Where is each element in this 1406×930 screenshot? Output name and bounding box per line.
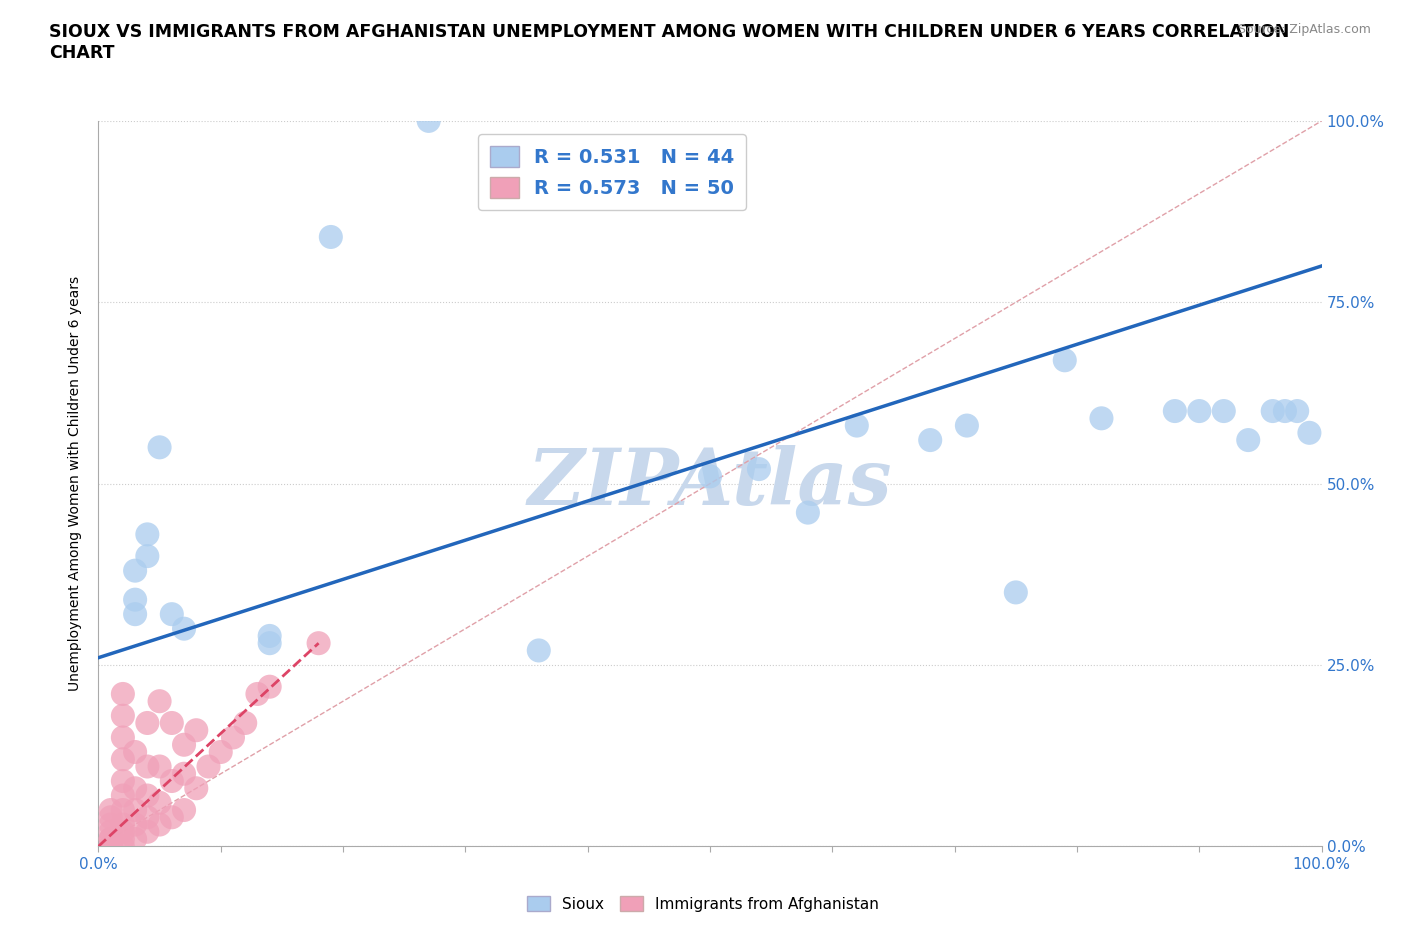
Point bbox=[699, 469, 721, 484]
Legend: R = 0.531   N = 44, R = 0.573   N = 50: R = 0.531 N = 44, R = 0.573 N = 50 bbox=[478, 134, 747, 209]
Point bbox=[100, 803, 122, 817]
Point bbox=[956, 418, 979, 433]
Point bbox=[149, 795, 172, 810]
Point bbox=[124, 606, 146, 621]
Point bbox=[1298, 425, 1320, 440]
Point bbox=[1261, 404, 1284, 418]
Point bbox=[173, 766, 195, 781]
Point bbox=[1274, 404, 1296, 418]
Point bbox=[111, 709, 134, 724]
Point bbox=[124, 592, 146, 607]
Point bbox=[259, 679, 281, 694]
Point bbox=[124, 564, 146, 578]
Point bbox=[1090, 411, 1112, 426]
Point bbox=[100, 839, 122, 854]
Point bbox=[136, 715, 159, 730]
Point bbox=[111, 730, 134, 745]
Point bbox=[186, 781, 208, 796]
Point bbox=[418, 113, 440, 128]
Point bbox=[1004, 585, 1026, 600]
Point bbox=[124, 803, 146, 817]
Point bbox=[173, 737, 195, 752]
Text: SIOUX VS IMMIGRANTS FROM AFGHANISTAN UNEMPLOYMENT AMONG WOMEN WITH CHILDREN UNDE: SIOUX VS IMMIGRANTS FROM AFGHANISTAN UNE… bbox=[49, 23, 1289, 62]
Point bbox=[111, 831, 134, 846]
Point bbox=[124, 831, 146, 846]
Point bbox=[124, 745, 146, 760]
Point bbox=[100, 824, 122, 839]
Point bbox=[111, 824, 134, 839]
Point bbox=[1286, 404, 1309, 418]
Point bbox=[160, 774, 183, 789]
Point bbox=[160, 810, 183, 825]
Point bbox=[319, 230, 342, 245]
Point bbox=[259, 629, 281, 644]
Point bbox=[160, 606, 183, 621]
Point bbox=[111, 817, 134, 832]
Point bbox=[527, 643, 550, 658]
Point bbox=[136, 759, 159, 774]
Point bbox=[209, 745, 232, 760]
Point bbox=[149, 694, 172, 709]
Point bbox=[100, 839, 122, 854]
Point bbox=[149, 440, 172, 455]
Legend: Sioux, Immigrants from Afghanistan: Sioux, Immigrants from Afghanistan bbox=[522, 889, 884, 918]
Text: ZIPAtlas: ZIPAtlas bbox=[527, 445, 893, 522]
Point bbox=[100, 817, 122, 832]
Point bbox=[308, 636, 330, 651]
Point bbox=[100, 831, 122, 846]
Point bbox=[1164, 404, 1187, 418]
Point bbox=[1053, 352, 1076, 367]
Point bbox=[111, 751, 134, 766]
Point bbox=[111, 788, 134, 803]
Y-axis label: Unemployment Among Women with Children Under 6 years: Unemployment Among Women with Children U… bbox=[69, 276, 83, 691]
Point bbox=[111, 686, 134, 701]
Point bbox=[136, 824, 159, 839]
Point bbox=[124, 781, 146, 796]
Point bbox=[173, 803, 195, 817]
Point bbox=[124, 817, 146, 832]
Point bbox=[111, 774, 134, 789]
Point bbox=[136, 549, 159, 564]
Point bbox=[100, 810, 122, 825]
Point bbox=[1237, 432, 1260, 447]
Point bbox=[136, 810, 159, 825]
Point bbox=[233, 715, 256, 730]
Point bbox=[111, 803, 134, 817]
Point bbox=[748, 461, 770, 476]
Point bbox=[100, 839, 122, 854]
Point bbox=[845, 418, 868, 433]
Point bbox=[1212, 404, 1234, 418]
Point bbox=[136, 788, 159, 803]
Point bbox=[160, 715, 183, 730]
Point bbox=[797, 505, 820, 520]
Point bbox=[100, 839, 122, 854]
Point bbox=[197, 759, 219, 774]
Point bbox=[1188, 404, 1211, 418]
Point bbox=[100, 831, 122, 846]
Point bbox=[149, 817, 172, 832]
Point bbox=[149, 759, 172, 774]
Point bbox=[222, 730, 245, 745]
Point bbox=[259, 636, 281, 651]
Point bbox=[111, 839, 134, 854]
Point bbox=[173, 621, 195, 636]
Point bbox=[186, 723, 208, 737]
Point bbox=[920, 432, 942, 447]
Text: Source: ZipAtlas.com: Source: ZipAtlas.com bbox=[1237, 23, 1371, 36]
Point bbox=[246, 686, 269, 701]
Point bbox=[136, 527, 159, 542]
